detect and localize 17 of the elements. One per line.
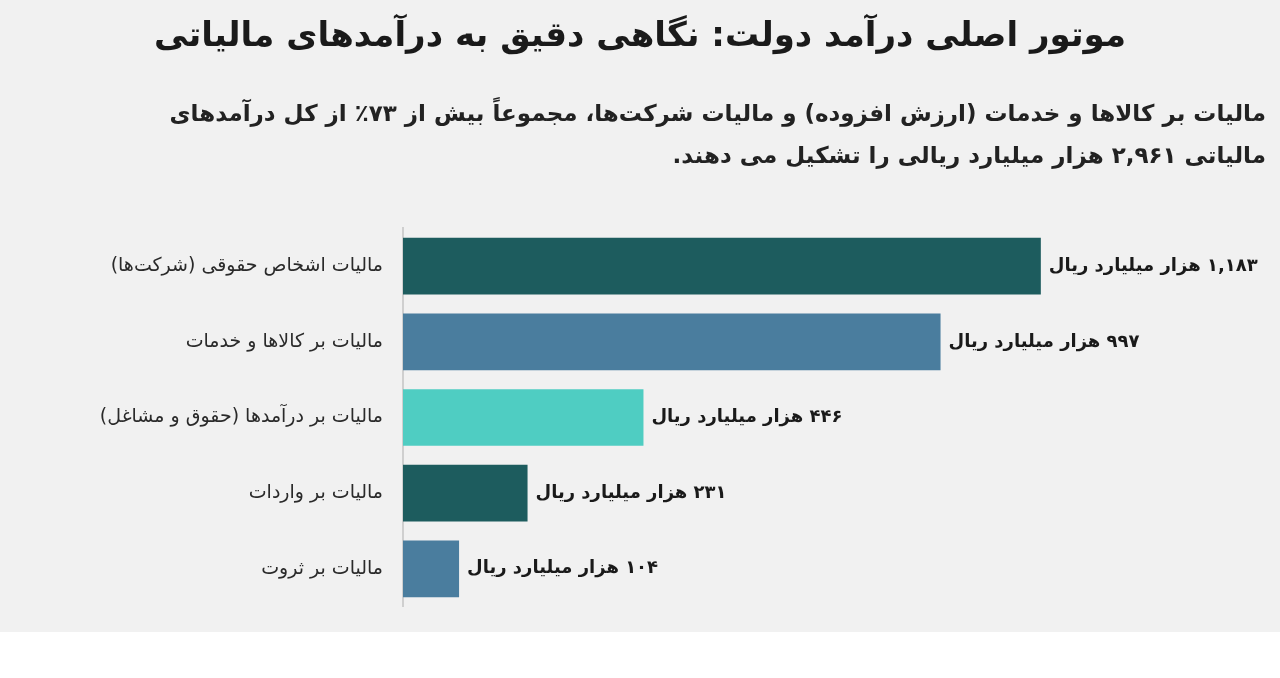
data-label: ۱۰۴ هزار میلیارد ریال	[467, 556, 659, 579]
data-label: ۹۹۷ هزار میلیارد ریال	[948, 329, 1140, 352]
bar	[403, 464, 528, 522]
data-label: ۴۴۶ هزار میلیارد ریال	[651, 405, 843, 428]
chart-subtitle: مالیات بر کالاها و خدمات (ارزش افزوده) و مالیات شرکت‌ها، مجموعاً بیش از ۷۳٪ از کل درآمدهای مالیاتی ۲,۹۶۱ هزار میلیارد ریالی را تشکیل می دهند.	[168, 96, 1266, 171]
y-tick-label: مالیات بر کالاها و خدمات	[185, 328, 383, 352]
bar	[403, 389, 644, 446]
bar	[403, 540, 460, 598]
bar	[403, 313, 941, 371]
y-tick-label: مالیات اشخاص حقوقی (شرکت‌ها)	[110, 253, 383, 277]
y-tick-label: مالیات بر درآمدها (حقوق و مشاغل)	[99, 403, 383, 428]
chart-title: موتور اصلی درآمد دولت: نگاهی دقیق به درآمدهای مالیاتی	[153, 14, 1127, 54]
y-tick-label: مالیات بر ثروت	[261, 555, 383, 579]
data-label: ۱,۱۸۳ هزار میلیارد ریال	[1048, 253, 1258, 276]
bar	[403, 237, 1041, 295]
y-tick-label: مالیات بر واردات	[248, 480, 383, 504]
data-label: ۲۳۱ هزار میلیارد ریال	[535, 480, 727, 503]
